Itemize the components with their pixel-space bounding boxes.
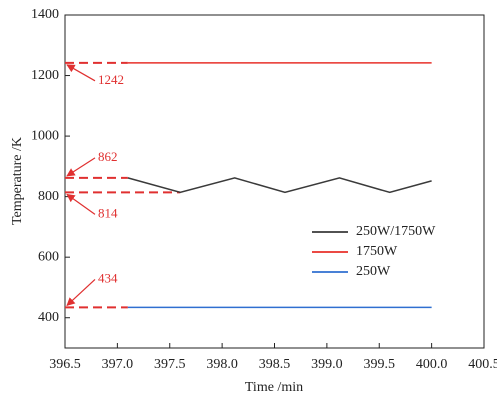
- x-tick-label: 399.0: [311, 357, 343, 372]
- y-tick-label: 1000: [31, 128, 59, 143]
- legend-label: 1750W: [356, 244, 398, 259]
- plot-frame: [64, 14, 485, 349]
- annotation-label: 814: [98, 205, 118, 220]
- annotation-arrow: [66, 278, 96, 307]
- x-tick-label: 396.5: [49, 357, 81, 372]
- annotation-label: 434: [98, 270, 118, 285]
- annotation-arrow: [66, 64, 96, 82]
- series-line: [127, 177, 432, 194]
- y-tick-label: 400: [38, 310, 59, 325]
- x-tick-label: 400.5: [468, 357, 497, 372]
- annotation-arrow: [66, 193, 96, 215]
- legend-label: 250W/1750W: [356, 224, 436, 239]
- annotation-label: 862: [98, 149, 118, 164]
- annotation-label: 1242: [98, 72, 124, 87]
- x-tick-label: 400.0: [416, 357, 448, 372]
- x-tick-label: 399.5: [364, 357, 396, 372]
- x-axis-label: Time /min: [245, 380, 303, 395]
- annotation-arrow: [66, 157, 96, 177]
- y-tick-label: 800: [38, 189, 59, 204]
- x-tick-label: 397.5: [154, 357, 186, 372]
- y-tick-label: 600: [38, 249, 59, 264]
- y-tick-label: 1400: [31, 7, 59, 22]
- x-tick-label: 397.0: [102, 357, 134, 372]
- y-tick-label: 1200: [31, 68, 59, 83]
- x-tick-label: 398.0: [206, 357, 238, 372]
- legend-label: 250W: [356, 264, 391, 279]
- x-tick-label: 398.5: [259, 357, 291, 372]
- y-axis-label: Temperature /K: [10, 137, 25, 225]
